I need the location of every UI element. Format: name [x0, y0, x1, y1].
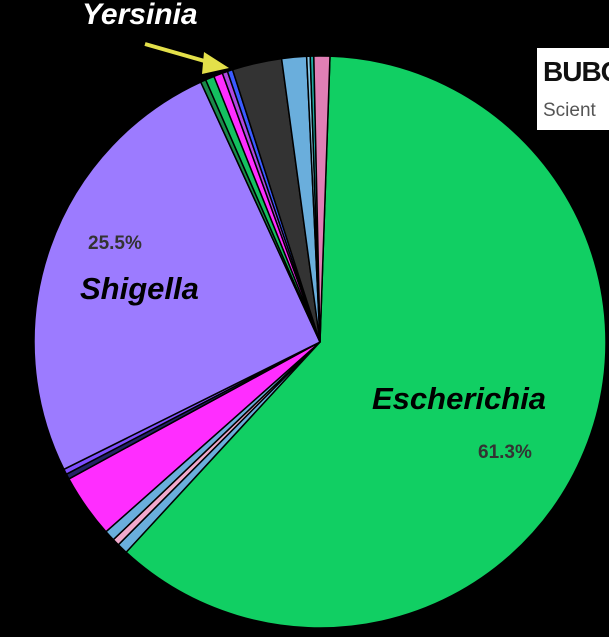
- external-panel-title: BUBO: [543, 56, 609, 87]
- yersinia-arrow: [144, 42, 229, 74]
- external-panel-subtitle: Scient: [543, 100, 596, 121]
- slice-label-escherichia: Escherichia: [372, 381, 547, 416]
- annotation-yersinia: Yersinia: [82, 0, 198, 31]
- pie-slice-escherichia: [125, 55, 607, 629]
- data-label-shigella: 25.5%: [88, 233, 142, 254]
- pie-slice-minor-17: [313, 55, 331, 343]
- pie-slices: [33, 55, 607, 629]
- pie-slice-shigella: [33, 81, 321, 471]
- external-panel: BUBO Scient: [537, 48, 609, 130]
- slice-label-shigella: Shigella: [80, 271, 199, 306]
- data-label-escherichia: 61.3%: [478, 442, 532, 463]
